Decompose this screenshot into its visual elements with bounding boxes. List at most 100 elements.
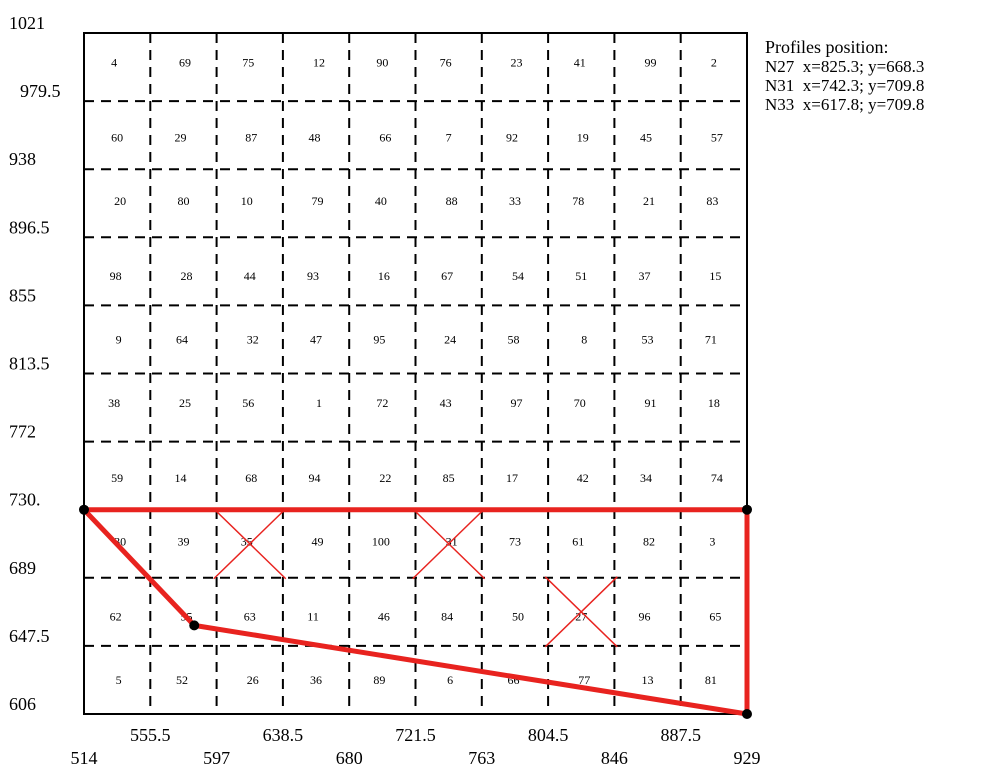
cell-label-67: 67 — [441, 269, 453, 283]
cell-label-90: 90 — [376, 56, 388, 70]
cell-label-84: 84 — [441, 609, 453, 623]
y-tick-label: 689 — [9, 558, 36, 578]
cell-label-22: 22 — [379, 471, 391, 485]
cell-label-52: 52 — [176, 673, 188, 687]
cell-label-71: 71 — [705, 332, 717, 346]
x-tick-label-lower: 597 — [203, 748, 230, 768]
cross-31-b — [412, 508, 486, 580]
cell-label-62: 62 — [110, 609, 122, 623]
cell-label-7: 7 — [446, 130, 452, 144]
cell-label-53: 53 — [642, 332, 654, 346]
cell-label-11: 11 — [307, 609, 319, 623]
x-axis-ticks: 555.5 638.5 721.5 804.5 887.5 514 597 680 763 846… — [71, 725, 761, 768]
y-tick-label: 896.5 — [9, 217, 50, 237]
boundary-vertex-3 — [189, 620, 200, 631]
cross-27-b — [544, 576, 618, 648]
y-tick-label: 730. — [9, 490, 41, 510]
cross-35-b — [213, 508, 287, 580]
boundary-vertex-0 — [79, 504, 89, 515]
cell-label-23: 23 — [510, 56, 522, 70]
profiles-panel: Profiles position: N27 x=825.3; y=668.3 … — [765, 37, 925, 115]
y-tick-label: 813.5 — [9, 354, 50, 374]
x-tick-label-lower: 763 — [468, 748, 495, 768]
x-tick-label-lower: 680 — [336, 748, 363, 768]
y-tick-label: 772 — [9, 422, 36, 442]
cell-label-85: 85 — [443, 471, 455, 485]
cell-label-36: 36 — [310, 673, 322, 687]
cell-label-45: 45 — [640, 130, 652, 144]
cell-label-61: 61 — [572, 535, 584, 549]
cell-label-6: 6 — [447, 673, 453, 687]
cell-label-81: 81 — [705, 673, 717, 687]
x-tick-label-upper: 804.5 — [528, 725, 569, 745]
cell-label-40: 40 — [375, 194, 387, 208]
cell-label-1: 1 — [316, 396, 322, 410]
cell-label-66: 66 — [379, 130, 391, 144]
cell-label-57: 57 — [711, 130, 723, 144]
cell-label-96: 96 — [639, 609, 651, 623]
cell-label-43: 43 — [440, 396, 452, 410]
cell-label-56: 56 — [242, 396, 254, 410]
cell-label-94: 94 — [309, 471, 321, 485]
cell-label-37: 37 — [639, 269, 651, 283]
cell-label-29: 29 — [174, 130, 186, 144]
profile-n27: N27 x=825.3; y=668.3 — [765, 57, 925, 76]
cell-label-64: 64 — [176, 332, 188, 346]
boundary-vertex-2 — [742, 709, 752, 719]
x-tick-label-upper: 887.5 — [660, 725, 701, 745]
cell-label-46: 46 — [378, 609, 390, 623]
cell-label-99: 99 — [645, 56, 657, 70]
cell-label-14: 14 — [174, 471, 186, 485]
cell-crosses — [213, 508, 618, 648]
y-tick-label: 979.5 — [20, 81, 61, 101]
y-tick-label: 606 — [9, 694, 36, 714]
cell-label-17: 17 — [506, 471, 518, 485]
y-tick-label: 647.5 — [9, 626, 50, 646]
cell-label-50: 50 — [512, 609, 524, 623]
cell-label-28: 28 — [180, 269, 192, 283]
cell-label-87: 87 — [245, 130, 257, 144]
x-tick-label-lower: 929 — [734, 748, 761, 768]
cell-label-3: 3 — [709, 535, 715, 549]
cell-label-82: 82 — [643, 535, 655, 549]
cell-label-60: 60 — [111, 130, 123, 144]
cell-label-78: 78 — [572, 194, 584, 208]
y-tick-label: 1021 — [9, 13, 45, 33]
profiles-title: Profiles position: — [765, 37, 889, 57]
cell-label-32: 32 — [247, 332, 259, 346]
cell-label-92: 92 — [506, 130, 518, 144]
cell-label-4: 4 — [111, 56, 117, 70]
profile-n33: N33 x=617.8; y=709.8 — [765, 95, 925, 114]
cell-label-13: 13 — [642, 673, 654, 687]
cell-label-34: 34 — [640, 471, 652, 485]
x-tick-label-lower: 846 — [601, 748, 628, 768]
cell-label-69: 69 — [179, 56, 191, 70]
cell-label-93: 93 — [307, 269, 319, 283]
cell-label-58: 58 — [507, 332, 519, 346]
cell-label-75: 75 — [242, 56, 254, 70]
cell-label-76: 76 — [440, 56, 452, 70]
cell-label-89: 89 — [373, 673, 385, 687]
y-tick-label: 938 — [9, 149, 36, 169]
boundary-vertex-1 — [742, 504, 752, 515]
x-tick-label-upper: 721.5 — [395, 725, 436, 745]
cell-label-98: 98 — [110, 269, 122, 283]
cell-label-65: 65 — [709, 609, 721, 623]
x-tick-label-upper: 555.5 — [130, 725, 171, 745]
cell-label-25: 25 — [179, 396, 191, 410]
x-tick-label-upper: 638.5 — [263, 725, 304, 745]
x-tick-label-lower: 514 — [71, 748, 98, 768]
survey-boundary — [79, 504, 752, 719]
cell-label-51: 51 — [575, 269, 587, 283]
cell-label-47: 47 — [310, 332, 322, 346]
y-tick-label: 855 — [9, 285, 36, 305]
cell-label-77: 77 — [578, 673, 590, 687]
cell-label-5: 5 — [116, 673, 122, 687]
cell-label-9: 9 — [116, 332, 122, 346]
cell-label-15: 15 — [709, 269, 721, 283]
cell-label-83: 83 — [706, 194, 718, 208]
cell-label-19: 19 — [577, 130, 589, 144]
cell-label-80: 80 — [177, 194, 189, 208]
